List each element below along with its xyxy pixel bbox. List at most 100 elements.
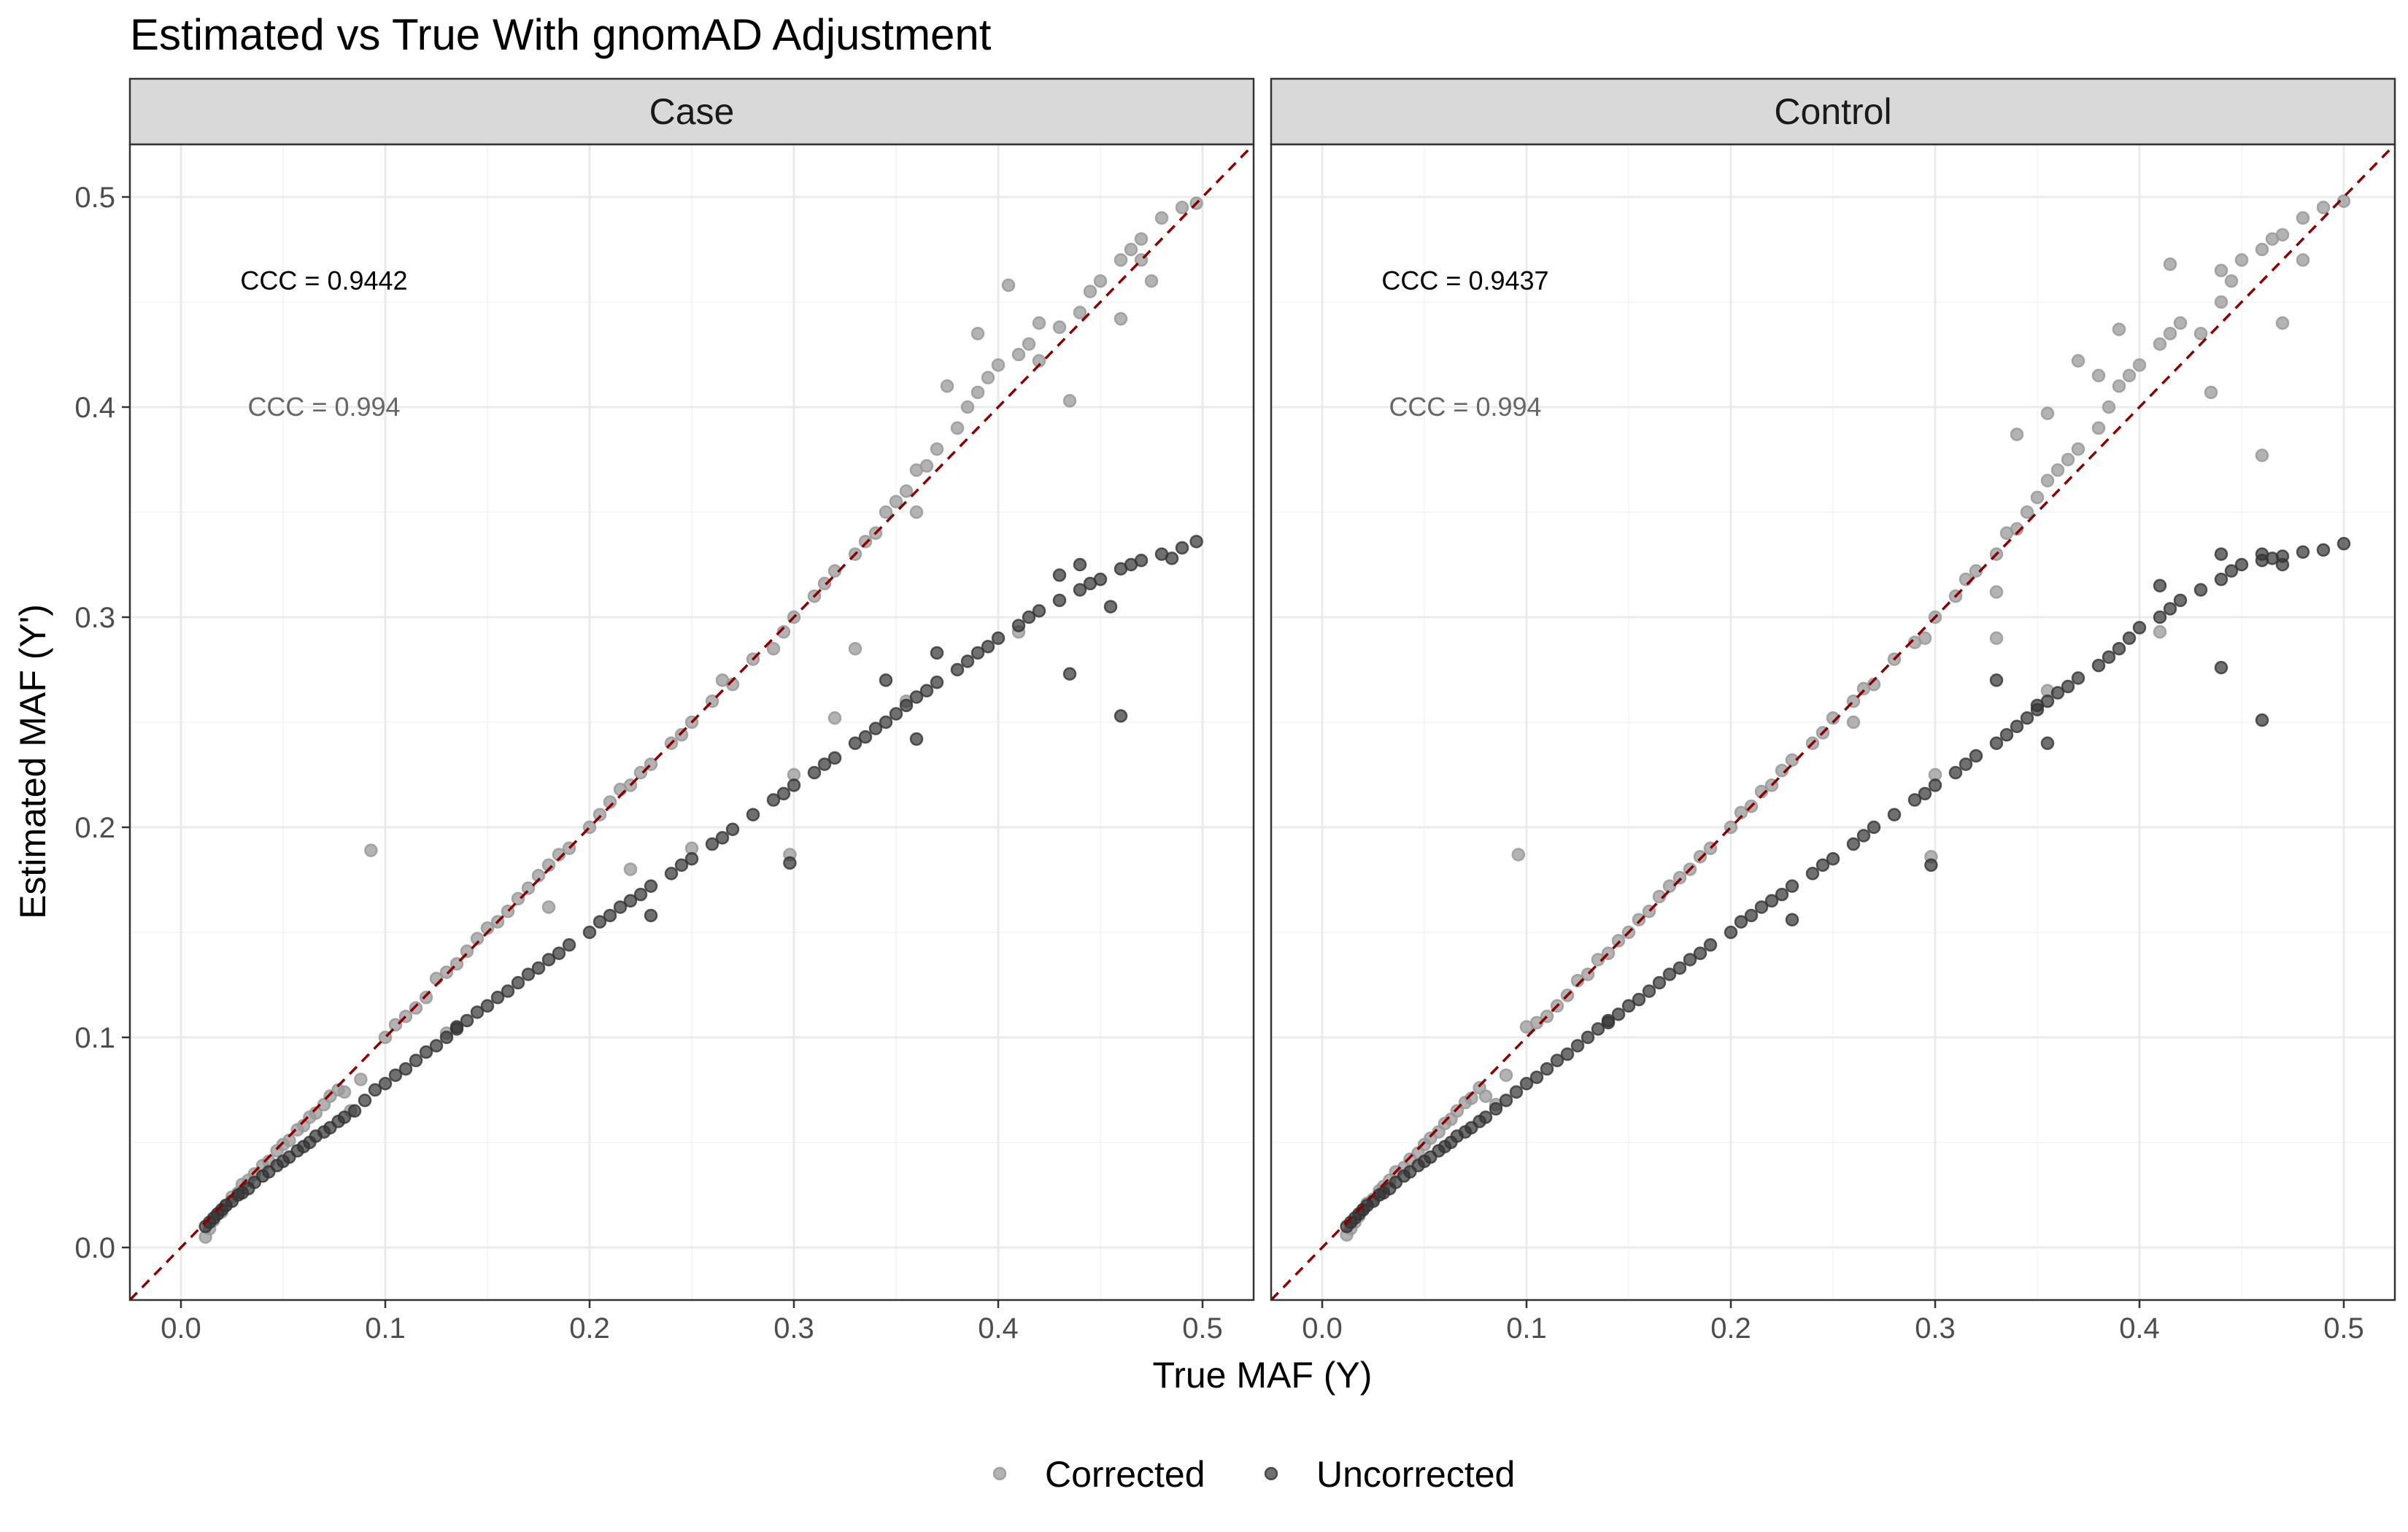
data-point-corrected [511, 891, 525, 906]
facet-panel-case: Case 0.0 0.0 0.1 0.1 0.2 0.2 0.3 0.3 0.4 0.4 0.5 0.5… [74, 77, 1255, 1345]
data-point-uncorrected [1073, 583, 1087, 597]
data-point-uncorrected [623, 894, 638, 908]
data-point-corrected [2163, 326, 2177, 341]
data-point-uncorrected [347, 1104, 362, 1118]
data-point-uncorrected [2050, 686, 2065, 700]
data-point-uncorrected [2214, 660, 2228, 675]
data-point-uncorrected [991, 631, 1006, 646]
data-point-corrected [593, 808, 607, 821]
data-point-uncorrected [2102, 650, 2116, 664]
data-point-uncorrected [1601, 1013, 1616, 1028]
data-point-uncorrected [766, 793, 781, 807]
data-point-corrected [1134, 232, 1149, 246]
ccc-annotation-corrected: CCC = 0.994 [1389, 392, 1541, 422]
data-point-corrected [2234, 253, 2249, 267]
legend-label-uncorrected: Uncorrected [1316, 1454, 1515, 1495]
data-point-uncorrected [337, 1110, 352, 1124]
data-point-uncorrected [398, 1061, 413, 1076]
data-point-corrected [419, 991, 433, 1005]
data-point-corrected [1989, 585, 2004, 599]
data-point-corrected [2316, 201, 2331, 214]
data-point-uncorrected [439, 1030, 454, 1045]
data-point-uncorrected [521, 967, 536, 981]
data-point-corrected [521, 881, 536, 895]
data-point-uncorrected [449, 1020, 464, 1034]
data-point-uncorrected [2122, 631, 2137, 646]
data-point-corrected [2214, 263, 2228, 278]
data-point-uncorrected [2255, 713, 2269, 727]
panel-border [1270, 143, 2396, 1301]
x-tick-label: 0.3 [773, 1312, 814, 1345]
data-point-corrected [1022, 337, 1036, 351]
data-point-corrected [623, 862, 638, 876]
data-point-uncorrected [593, 915, 607, 929]
data-point-corrected [2102, 400, 2116, 414]
data-point-uncorrected [1519, 1077, 1534, 1091]
data-point-uncorrected [1969, 748, 1983, 763]
data-point-uncorrected [490, 991, 505, 1005]
data-point-corrected [2112, 379, 2126, 393]
data-point-uncorrected [1693, 946, 1707, 961]
data-point-corrected [2040, 406, 2055, 420]
data-point-uncorrected [1560, 1047, 1575, 1061]
data-point-corrected [1124, 242, 1138, 257]
data-point-uncorrected [684, 851, 699, 866]
data-point-corrected [1001, 278, 1016, 293]
data-point-corrected [1062, 394, 1077, 408]
data-point-corrected [970, 385, 985, 400]
data-point-uncorrected [879, 715, 893, 730]
data-point-uncorrected [2091, 658, 2106, 673]
data-point-uncorrected [2020, 711, 2034, 725]
data-point-uncorrected [1826, 851, 1840, 866]
data-point-corrected [2296, 211, 2310, 225]
x-tick-label: 0.1 [365, 1312, 406, 1345]
data-point-uncorrected [1867, 820, 1881, 835]
data-point-corrected [1846, 715, 1861, 730]
data-point-corrected [1114, 253, 1128, 267]
data-point-uncorrected [409, 1053, 423, 1067]
data-point-uncorrected [1989, 736, 2004, 751]
x-tick-label: 0.2 [569, 1312, 610, 1345]
data-point-uncorrected [1918, 786, 1932, 801]
data-point-uncorrected [1724, 925, 1738, 940]
legend-key-uncorrected [1264, 1466, 1278, 1481]
data-point-corrected [1032, 316, 1046, 330]
facet-strip-label: Control [1774, 91, 1891, 132]
data-point-corrected [2122, 368, 2137, 383]
y-tick-label: 0.2 [74, 812, 115, 844]
data-point-corrected [2214, 295, 2228, 309]
panel-border [128, 143, 1255, 1301]
x-tick-label: 0.1 [1506, 1312, 1547, 1345]
data-point-corrected [388, 1018, 403, 1032]
data-point-uncorrected [419, 1045, 433, 1059]
data-point-uncorrected [501, 984, 515, 998]
data-point-corrected [1083, 285, 1097, 298]
data-point-corrected [2112, 322, 2126, 336]
data-point-uncorrected [1189, 535, 1203, 549]
data-point-uncorrected [1652, 975, 1667, 990]
data-point-uncorrected [1032, 604, 1046, 618]
data-point-uncorrected [1805, 867, 1820, 881]
data-point-uncorrected [531, 961, 546, 975]
data-point-corrected [2255, 448, 2269, 463]
data-point-uncorrected [1924, 858, 1938, 873]
data-point-uncorrected [1703, 938, 1718, 952]
data-point-uncorrected [899, 698, 914, 713]
data-point-uncorrected [470, 1005, 485, 1019]
data-point-uncorrected [1734, 915, 1748, 929]
y-tick-label: 0.0 [74, 1232, 115, 1264]
y-tick-label: 0.4 [74, 392, 115, 424]
data-point-uncorrected [1052, 593, 1067, 608]
data-point-corrected [2050, 463, 2065, 477]
data-point-corrected [970, 326, 985, 341]
data-point-uncorrected [1093, 572, 1108, 587]
data-point-uncorrected [1509, 1085, 1524, 1099]
data-point-corrected [2010, 428, 2024, 441]
data-point-corrected [674, 728, 689, 742]
data-point-uncorrected [1672, 961, 1687, 975]
data-point-uncorrected [1621, 999, 1636, 1013]
data-point-corrected [2193, 326, 2208, 341]
data-point-uncorrected [783, 856, 797, 870]
data-point-uncorrected [2173, 593, 2188, 608]
data-point-corrected [817, 576, 832, 591]
